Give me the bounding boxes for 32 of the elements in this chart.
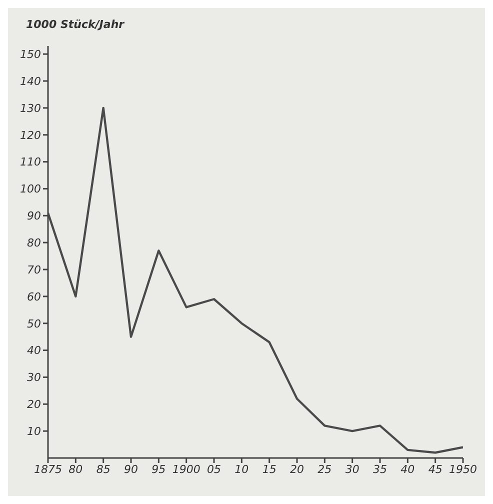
y-tick-label: 100 bbox=[20, 182, 41, 196]
x-tick-label: 20 bbox=[290, 462, 304, 476]
y-tick-label: 90 bbox=[27, 210, 41, 223]
y-tick-label: 20 bbox=[27, 398, 41, 412]
x-tick-label: 95 bbox=[152, 462, 166, 476]
x-tick-label: 30 bbox=[345, 462, 360, 476]
x-tick-label: 15 bbox=[262, 462, 276, 476]
x-tick-label: 90 bbox=[124, 462, 138, 476]
x-tick-label: 40 bbox=[400, 462, 415, 476]
x-tick-label: 1950 bbox=[449, 462, 477, 476]
y-tick-label: 70 bbox=[27, 263, 41, 276]
y-tick-label: 60 bbox=[27, 290, 41, 304]
y-tick-label: 150 bbox=[20, 48, 41, 61]
y-tick-label: 110 bbox=[20, 156, 41, 169]
y-tick-label: 10 bbox=[27, 424, 41, 438]
x-tick-label: 10 bbox=[234, 462, 249, 476]
y-tick-label: 30 bbox=[27, 371, 41, 384]
y-axis-title: 1000 Stück/Jahr bbox=[26, 18, 124, 31]
y-tick-label: 120 bbox=[20, 128, 41, 142]
x-tick-label: 25 bbox=[318, 462, 332, 476]
x-tick-label: 35 bbox=[373, 462, 387, 476]
y-tick-label: 40 bbox=[27, 344, 41, 358]
y-tick-label: 140 bbox=[20, 74, 41, 88]
x-tick-label: 1900 bbox=[172, 462, 200, 476]
x-tick-label: 45 bbox=[428, 462, 442, 476]
y-tick-label: 80 bbox=[27, 236, 41, 250]
x-tick-label: 05 bbox=[207, 462, 221, 476]
y-tick-label: 130 bbox=[20, 102, 41, 115]
x-tick-label: 1875 bbox=[34, 462, 62, 476]
x-tick-label: 80 bbox=[68, 462, 83, 476]
x-tick-label: 85 bbox=[96, 462, 110, 476]
y-tick-label: 50 bbox=[27, 317, 41, 330]
